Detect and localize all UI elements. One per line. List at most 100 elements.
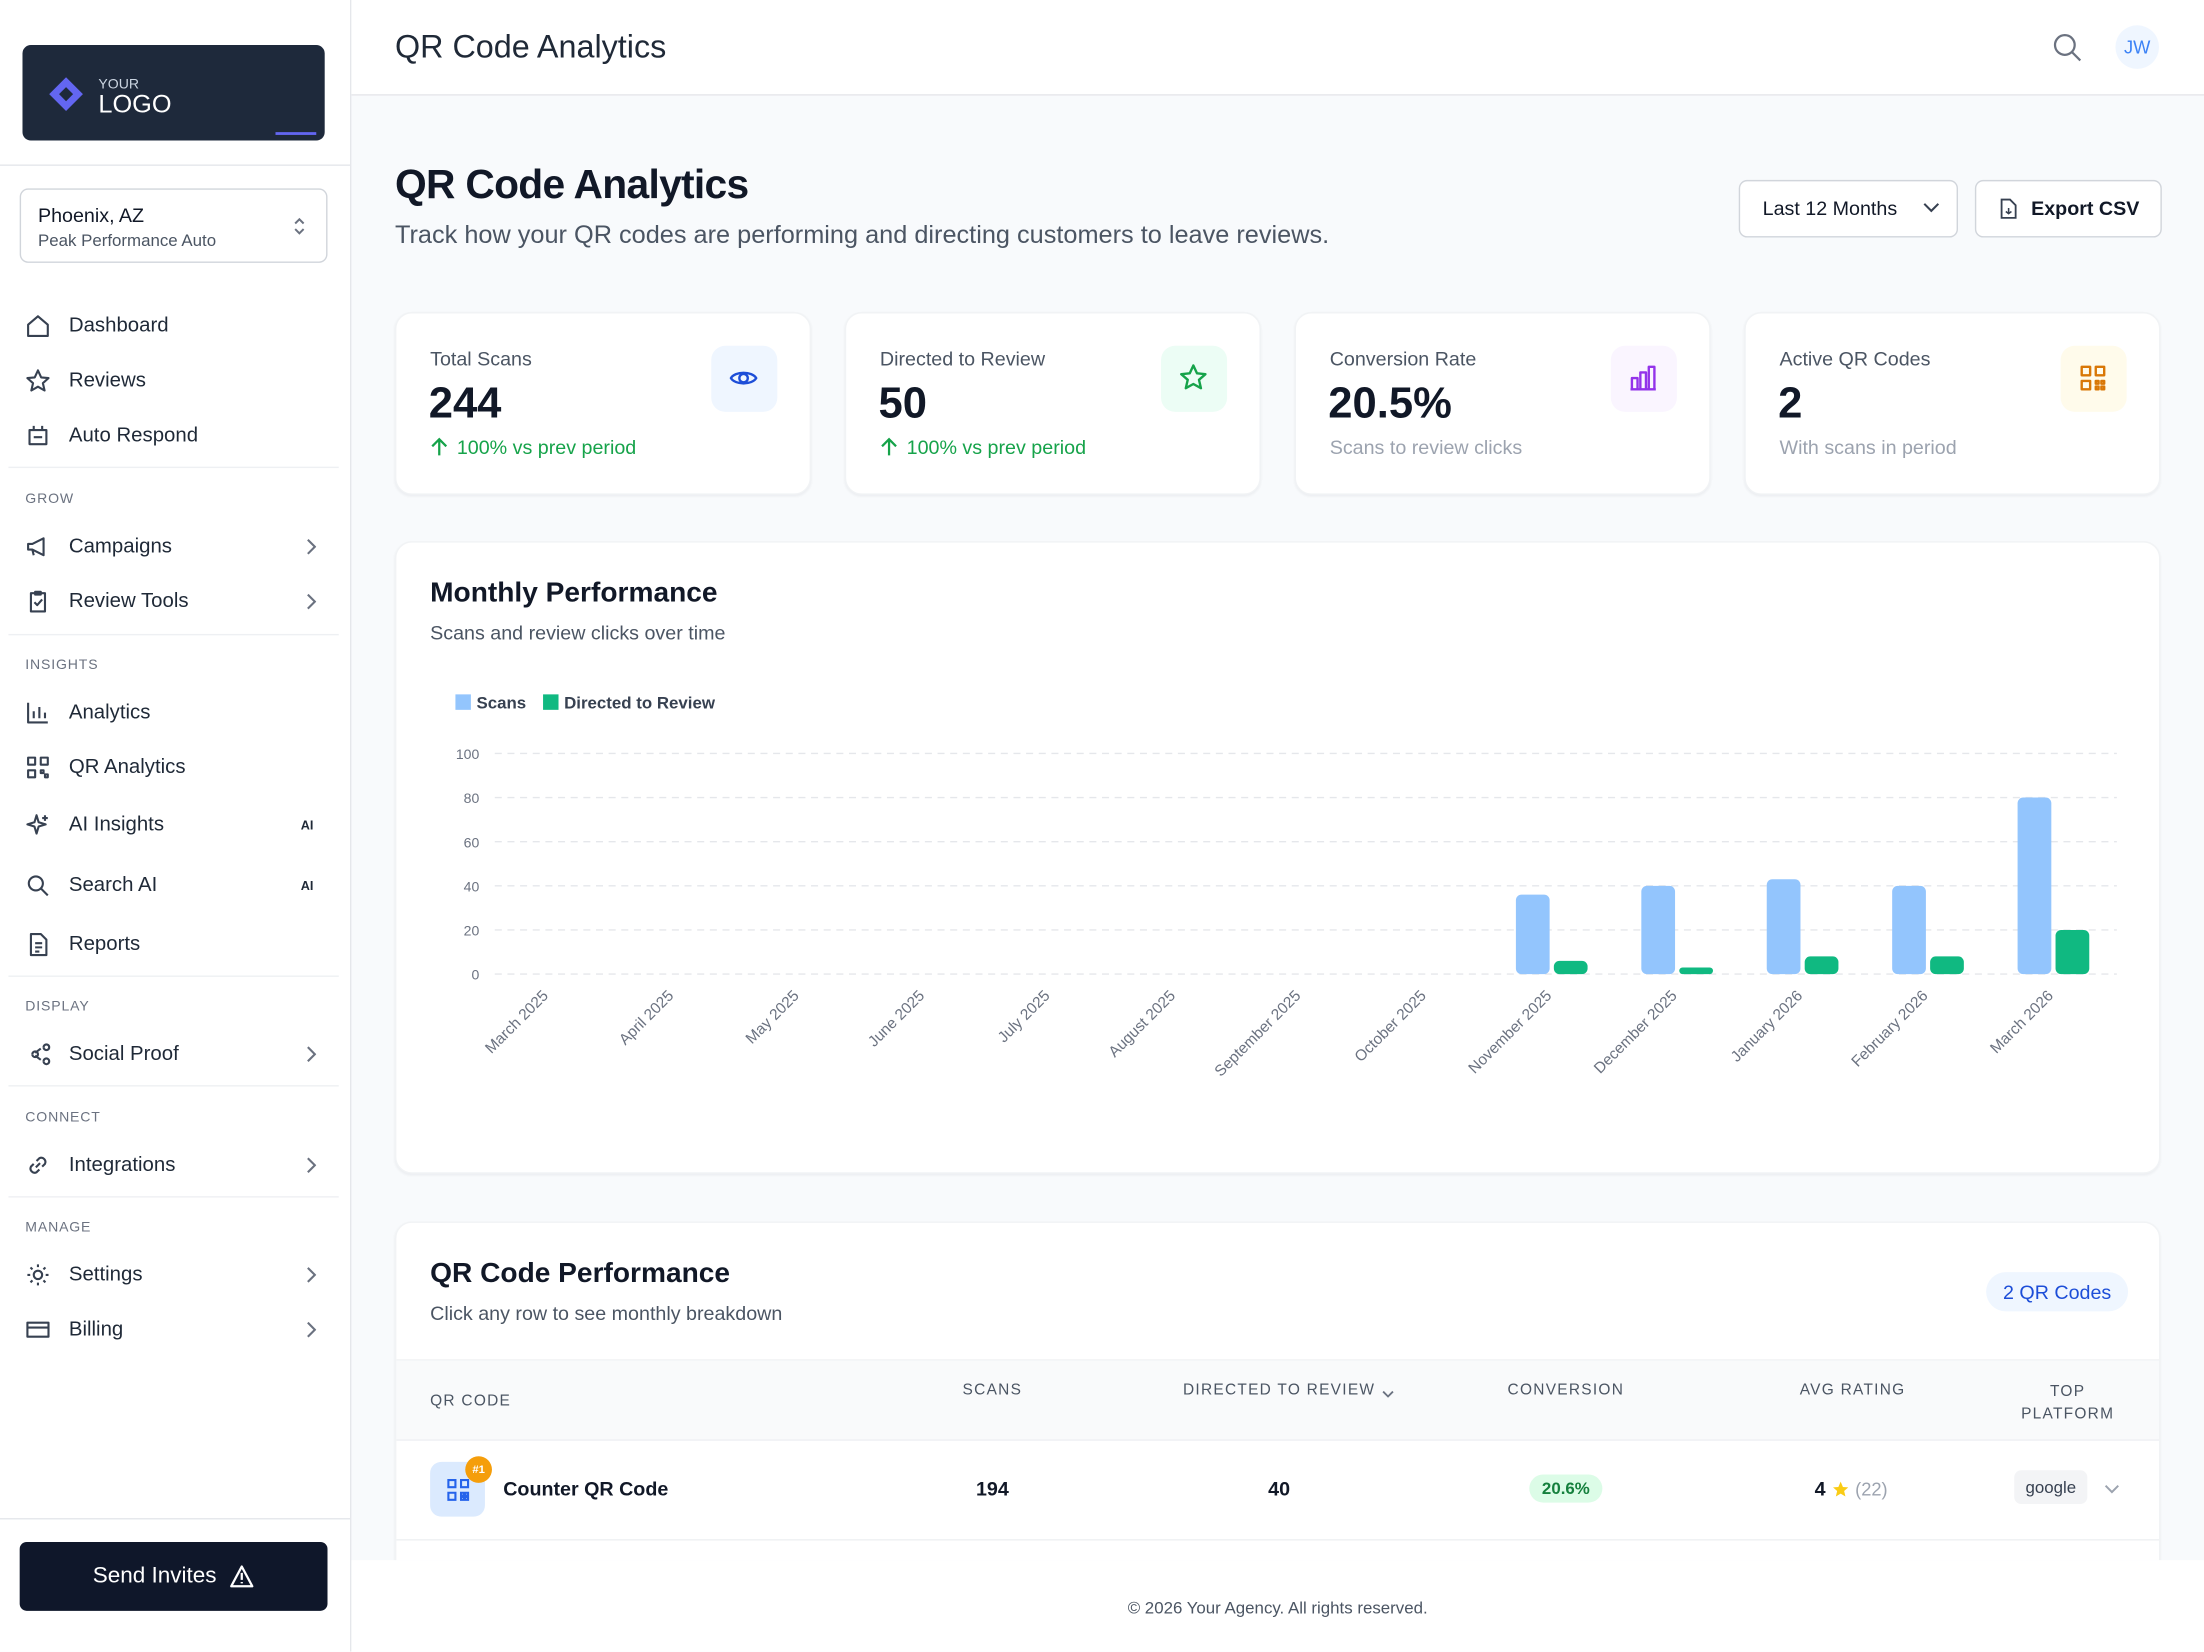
- section-label: MANAGE: [25, 1220, 92, 1236]
- icon-path: [31, 1043, 51, 1066]
- location-business: Peak Performance Auto: [37, 230, 217, 251]
- x-tick-label: April 2025: [616, 987, 677, 1048]
- section-label: INSIGHTS: [25, 657, 99, 674]
- table-title: QR Code Performance: [430, 1258, 731, 1289]
- logo-big: LOGO: [98, 89, 172, 119]
- stat-value: 20.5%: [1328, 378, 1452, 428]
- send-invites-button[interactable]: Send Invites: [19, 1541, 328, 1611]
- qr-name: Counter QR Code: [503, 1477, 669, 1500]
- nav-item[interactable]: Auto Respond: [8, 412, 338, 460]
- bar: [1930, 956, 1964, 975]
- directed-cell: 40: [1268, 1477, 1291, 1500]
- nav-label: Campaigns: [68, 535, 172, 559]
- icon-path: [29, 590, 47, 613]
- star-icon: [1832, 1480, 1848, 1496]
- divider: [0, 164, 350, 166]
- file-icon: [2000, 198, 2017, 219]
- chevron-path: [307, 1157, 317, 1174]
- send-icon: [230, 1565, 254, 1588]
- stat-label: Directed to Review: [879, 347, 1046, 370]
- chevron-path: [307, 1321, 317, 1338]
- x-tick-label: February 2026: [1848, 987, 1931, 1070]
- nav-item[interactable]: Reports: [8, 921, 338, 969]
- chevron-path: [307, 539, 317, 555]
- x-tick-label: November 2025: [1466, 987, 1556, 1077]
- table-row[interactable]: #1 Counter QR Code 194 40 20.6% 4 (22) g…: [396, 1438, 2160, 1541]
- location-select[interactable]: Phoenix, AZ Peak Performance Auto: [19, 188, 328, 263]
- stat-value: 50: [878, 378, 927, 428]
- nav-item[interactable]: Billing: [8, 1306, 338, 1354]
- nav-label: Auto Respond: [68, 424, 199, 447]
- nav-item[interactable]: Campaigns: [8, 523, 338, 571]
- icon-path: [2080, 365, 2106, 391]
- stat-note-text: With scans in period: [1779, 435, 1957, 459]
- export-button[interactable]: Export CSV: [1974, 179, 2162, 238]
- platform-tag: google: [2014, 1470, 2088, 1505]
- y-tick-label: 0: [472, 967, 480, 983]
- stat-icon: [2080, 365, 2106, 391]
- footer: © 2026 Your Agency. All rights reserved.: [351, 1560, 2204, 1652]
- avatar[interactable]: JW: [2115, 25, 2160, 69]
- nav-item[interactable]: Dashboard: [8, 302, 338, 350]
- y-tick-label: 100: [456, 746, 480, 762]
- nav-badge: AI: [300, 878, 314, 893]
- icon-path: [26, 1321, 50, 1338]
- nav-divider: [8, 633, 339, 636]
- nav-label: Social Proof: [68, 1042, 179, 1066]
- nav-divider: [8, 466, 339, 469]
- section-label: CONNECT: [25, 1110, 101, 1126]
- nav-item[interactable]: Search AI AI: [8, 862, 338, 910]
- nav-item[interactable]: QR Analytics: [8, 744, 338, 792]
- nav-item[interactable]: Reviews: [8, 357, 338, 405]
- icon-path: [28, 425, 48, 446]
- stat-value: 2: [1778, 378, 1803, 428]
- nav-label: Search AI: [68, 874, 158, 897]
- rank-badge: #1: [465, 1456, 492, 1483]
- icon-path: [1630, 365, 1656, 391]
- bar: [1553, 960, 1588, 975]
- rating-count: (22): [1855, 1477, 1888, 1500]
- nav-divider: [8, 975, 339, 977]
- icon-path: [26, 814, 48, 835]
- nav-icon: [29, 590, 47, 613]
- section-label: DISPLAY: [25, 999, 90, 1015]
- x-tick-label: March 2026: [1987, 987, 2057, 1057]
- nav-chevron: [307, 1321, 317, 1338]
- period-label: Last 12 Months: [1762, 196, 1898, 220]
- nav-item[interactable]: Social Proof: [8, 1030, 338, 1078]
- nav-item[interactable]: Analytics: [8, 689, 338, 737]
- nav-icon: [26, 814, 48, 835]
- header-title: QR Code Analytics: [394, 28, 667, 65]
- sort-path: [1382, 1390, 1394, 1398]
- icon-path: [27, 537, 45, 557]
- nav-item[interactable]: Integrations: [8, 1141, 338, 1189]
- chevron-down: [1923, 203, 1940, 213]
- search-icon[interactable]: [2052, 32, 2083, 63]
- nav-chevron: [307, 1046, 317, 1062]
- table-subtitle: Click any row to see monthly breakdown: [430, 1301, 783, 1325]
- expand-chevron[interactable]: [2104, 1484, 2119, 1494]
- icon-path: [26, 369, 50, 392]
- column-header: QR CODE: [430, 1392, 512, 1410]
- column-header: TOP PLATFORM: [2021, 1383, 2115, 1423]
- conversion-pill: 20.6%: [1529, 1474, 1603, 1503]
- nav-item[interactable]: Settings: [8, 1251, 338, 1299]
- up-arrow: [881, 437, 897, 456]
- nav-label: Billing: [68, 1318, 124, 1341]
- chart-subtitle: Scans and review clicks over time: [430, 621, 726, 644]
- chevron-path: [307, 1046, 317, 1062]
- sidebar: YOUR LOGO Phoenix, AZ Peak Performance A…: [0, 0, 352, 1652]
- arrow-path: [431, 437, 448, 456]
- logo[interactable]: YOUR LOGO: [22, 44, 325, 141]
- nav-item[interactable]: AI Insights AI: [8, 801, 338, 849]
- icon-path: [29, 932, 48, 957]
- bar: [2017, 797, 2052, 975]
- period-select[interactable]: Last 12 Months: [1738, 179, 1959, 238]
- qr-icon: [447, 1479, 470, 1501]
- column-header[interactable]: DIRECTED TO REVIEW: [1182, 1381, 1376, 1399]
- page-subtitle: Track how your QR codes are performing a…: [394, 220, 1330, 249]
- logo-mark: [49, 77, 83, 112]
- nav-item[interactable]: Review Tools: [8, 578, 338, 626]
